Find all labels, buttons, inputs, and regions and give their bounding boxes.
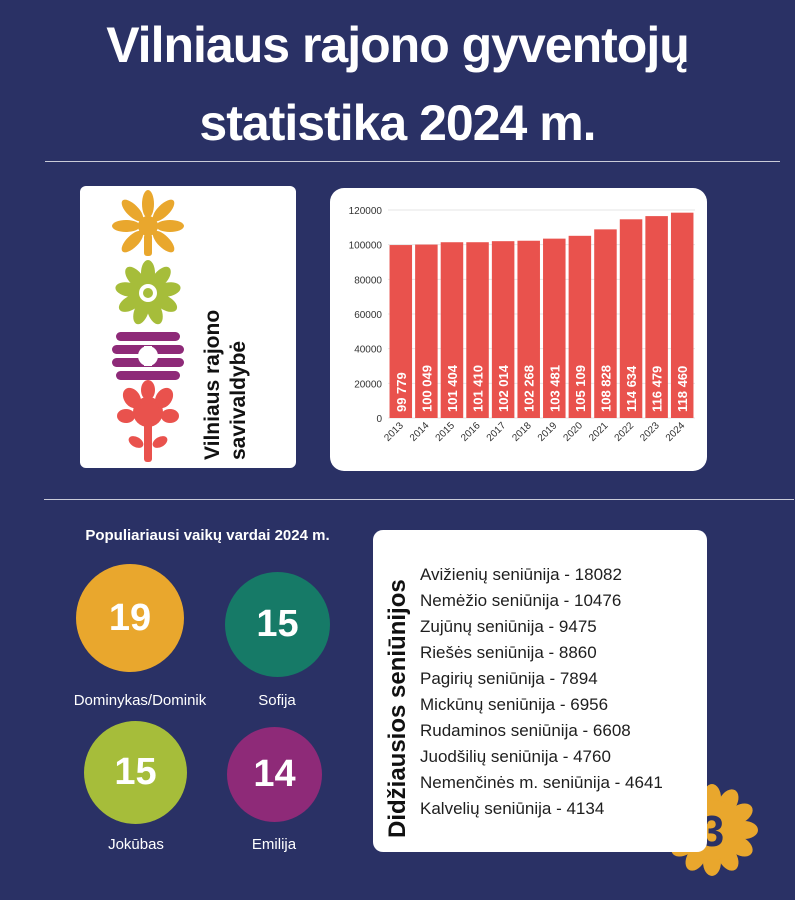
eldership-item: Rudaminos seniūnija - 6608: [420, 721, 631, 740]
name-count-circle: 15: [84, 721, 187, 824]
eldership-item: Mickūnų seniūnija - 6956: [420, 695, 609, 714]
eldership-item: Juodšilių seniūnija - 4760: [420, 747, 611, 766]
bar: [389, 245, 413, 418]
bar: [645, 216, 668, 418]
eldership-item: Nemėžio seniūnija - 10476: [420, 591, 622, 610]
bar-value-label: 105 109: [573, 365, 588, 412]
bar: [594, 229, 617, 418]
middle-divider: [44, 499, 794, 500]
bar-value-label: 100 049: [419, 365, 434, 412]
x-tick-label: 2014: [408, 420, 432, 444]
bar: [415, 244, 438, 418]
name-count-circle: 19: [76, 564, 184, 672]
y-tick-label: 60000: [354, 310, 382, 321]
bar-value-label: 103 481: [547, 365, 562, 412]
population-chart-card: 0 20000 40000 60000 80000 100000 120000 99 779 2…: [330, 188, 707, 471]
name-count-circle: 15: [225, 572, 330, 677]
bar-value-label: 102 014: [496, 364, 511, 412]
top-divider: [45, 161, 780, 162]
x-tick-label: 2018: [510, 420, 534, 444]
eldership-item: Kalvelių seniūnija - 4134: [420, 799, 605, 818]
bar-value-label: 102 268: [522, 365, 537, 412]
x-tick-label: 2016: [459, 420, 483, 444]
eldership-item: Zujūnų seniūnija - 9475: [420, 617, 597, 636]
x-tick-label: 2021: [587, 420, 611, 444]
eldership-item: Avižienių seniūnija - 18082: [420, 565, 622, 584]
y-tick-label: 120000: [349, 206, 383, 217]
bar-value-label: 116 479: [650, 366, 665, 412]
bar: [491, 241, 515, 418]
bar: [517, 240, 540, 418]
bar: [440, 242, 464, 418]
bar-value-label: 99 779: [394, 372, 409, 412]
name-count: 19: [108, 596, 152, 639]
bar-value-label: 101 410: [471, 365, 486, 412]
name-count: 14: [253, 753, 296, 795]
population-bar-chart: 0 20000 40000 60000 80000 100000 120000 99 779 2…: [349, 206, 695, 444]
eldership-item: Nemenčinės m. seniūnija - 4641: [420, 773, 663, 792]
name-label: Sofija: [258, 692, 296, 709]
bar-value-label: 108 828: [598, 365, 613, 412]
y-tick-label: 20000: [354, 379, 382, 390]
logo-text-line-1: Vilniaus rajono: [201, 309, 224, 460]
y-tick-label: 80000: [354, 275, 382, 286]
bar-value-label: 114 634: [624, 365, 639, 412]
names-title: Populiariausi vaikų vardai 2024 m.: [85, 527, 330, 544]
name-count: 15: [114, 751, 157, 793]
name-label: Emilija: [251, 836, 297, 853]
logo-text: Vilniaus rajono savivaldybė: [200, 310, 252, 460]
logo-text-line-2: savivaldybė: [227, 340, 250, 460]
bar-value-label: 101 404: [445, 364, 460, 412]
bar: [670, 212, 694, 418]
y-tick-label: 0: [376, 414, 382, 425]
x-tick-label: 2017: [485, 420, 509, 444]
y-tick-label: 100000: [349, 241, 383, 252]
logo-card: [80, 186, 296, 468]
page-title: Vilniaus rajono gyventojų statistika 202…: [0, 6, 795, 162]
title-line-2: statistika 2024 m.: [199, 95, 596, 151]
title-line-1: Vilniaus rajono gyventojų: [106, 17, 690, 73]
x-tick-label: 2013: [382, 420, 406, 444]
x-tick-label: 2019: [536, 420, 560, 444]
bar: [568, 235, 592, 418]
eldership-item: Pagirių seniūnija - 7894: [420, 669, 598, 688]
municipality-logo-icon: [112, 190, 184, 462]
x-tick-label: 2023: [638, 420, 662, 444]
elderships-heading: Didžiausios seniūnijos: [384, 579, 411, 838]
eldership-item: Riešės seniūnija - 8860: [420, 643, 597, 662]
name-count: 15: [256, 603, 299, 645]
bar: [466, 242, 489, 418]
elderships-list: Avižienių seniūnija - 18082 Nemėžio seniū…: [420, 562, 663, 822]
bar-value-label: 118 460: [675, 366, 690, 412]
x-tick-label: 2024: [664, 420, 688, 444]
y-tick-label: 40000: [354, 345, 382, 356]
elderships-card: [373, 530, 707, 852]
name-label: Dominykas/Dominik: [73, 692, 207, 709]
x-tick-label: 2020: [561, 420, 585, 444]
bar: [619, 219, 643, 418]
name-label: Jokūbas: [108, 836, 164, 853]
name-count-circle: 14: [227, 727, 322, 822]
x-tick-label: 2022: [613, 420, 637, 444]
x-tick-label: 2015: [434, 420, 458, 444]
bar: [543, 238, 566, 418]
